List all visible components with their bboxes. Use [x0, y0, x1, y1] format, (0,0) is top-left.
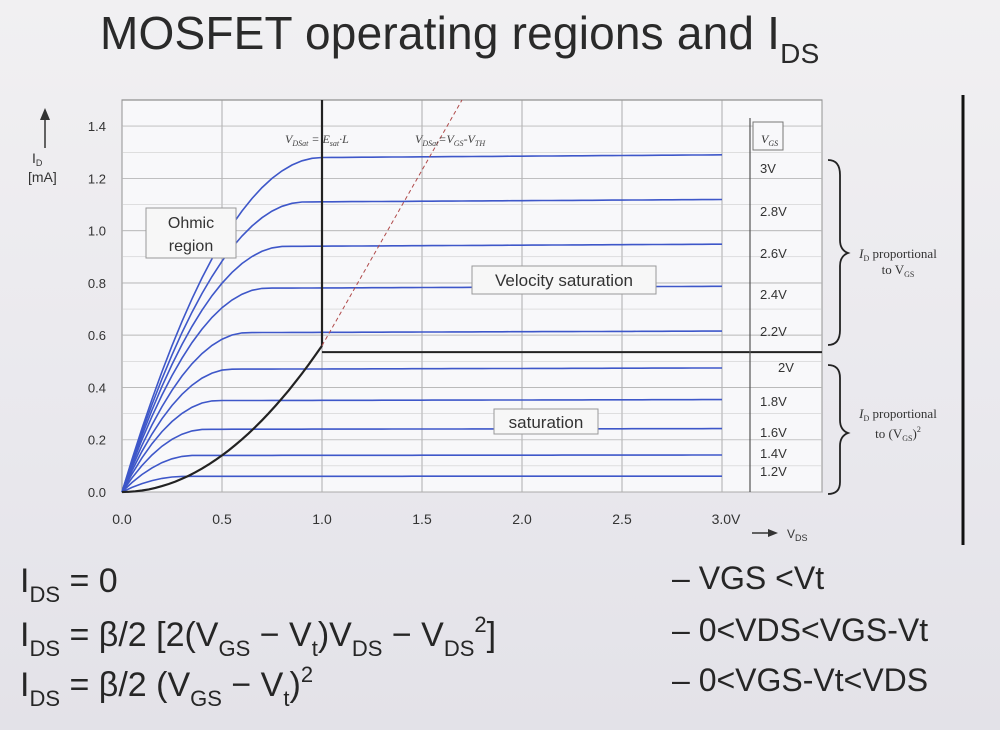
condition-saturation: – 0<VGS-Vt<VDS	[672, 662, 929, 698]
y-axis-arrowhead	[40, 108, 50, 120]
bracket-top-label-1: ID proportional	[858, 246, 937, 263]
legend-label-2.4V: 2.4V	[760, 287, 787, 302]
saturation-label: saturation	[509, 413, 584, 432]
pinchoff-dashed-line	[321, 99, 463, 346]
y-tick-label: 0.6	[88, 328, 106, 343]
y-tick-label: 1.4	[88, 119, 106, 134]
slide-title: MOSFET operating regions and IDS	[100, 7, 820, 69]
region-boundaries	[121, 95, 965, 545]
pinchoff-parabola	[121, 345, 323, 494]
y-tick-label: 0.2	[88, 433, 106, 448]
plot-grid	[121, 99, 823, 493]
ohmic-region-box	[145, 207, 237, 259]
plot-area	[121, 99, 823, 493]
velocity-saturation-label: Velocity saturation	[495, 271, 633, 290]
legend-label-1.4V: 1.4V	[760, 446, 787, 461]
condition-cutoff: – VGS <Vt	[672, 560, 825, 596]
x-tick-label: 0.5	[212, 511, 232, 527]
y-tick-label: 0.4	[88, 380, 106, 395]
legend-title-box	[752, 121, 784, 151]
y-axis-label: ID	[32, 150, 43, 168]
legend-label-1.8V: 1.8V	[760, 394, 787, 409]
iv-curve-1.6V	[121, 427, 722, 493]
x-axis-label: VDS	[787, 527, 808, 543]
y-tick-label: 0.0	[88, 485, 106, 500]
x-axis-arrowhead	[768, 529, 778, 537]
axis-ticks: 0.0 0.5 1.0 1.5 2.0 2.5 3.0V 0.0 0.2 0.4 0.6 0.8 1.0…	[40, 108, 778, 537]
equation-ohmic: IDS = β/2 [2(VGS − Vt)VDS − VDS2]	[20, 612, 497, 661]
condition-ohmic: – 0<VDS<VGS-Vt	[672, 612, 929, 648]
velocity-boundary-label: VDSat = Esat·L	[285, 132, 349, 148]
ohmic-region-label-2: region	[169, 238, 213, 255]
iv-curve-2.6V	[121, 243, 722, 493]
bracket-top	[827, 159, 851, 346]
bracket-top-label-2: to VGS	[882, 262, 915, 279]
iv-curve-1.2V	[121, 475, 722, 493]
chart-labels: ID [mA] VDS VGS VDSat = Esat·L VDSat=VGS…	[28, 132, 937, 543]
x-tick-label: 2.0	[512, 511, 532, 527]
equation-saturation: IDS = β/2 (VGS − Vt)2	[20, 662, 314, 711]
velocity-saturation-box	[471, 265, 657, 295]
pinchoff-boundary-label: VDSat=VGS-VTH	[415, 132, 486, 148]
legend-label-1.2V: 1.2V	[760, 464, 787, 479]
x-tick-label: 2.5	[612, 511, 632, 527]
y-tick-label: 0.8	[88, 276, 106, 291]
legend-label-2.6V: 2.6V	[760, 246, 787, 261]
legend-label-2.8V: 2.8V	[760, 204, 787, 219]
legend-title: VGS	[761, 132, 778, 148]
iv-curve-2.2V	[121, 330, 722, 493]
y-tick-label: 1.2	[88, 171, 106, 186]
legend-label-2V: 2V	[778, 360, 794, 375]
legend-label-3V: 3V	[760, 161, 776, 176]
bracket-bottom	[827, 364, 851, 495]
ohmic-region-label-1: Ohmic	[168, 215, 214, 232]
bracket-bottom-label-2: to (VGS)2	[875, 425, 921, 443]
bracket-bottom-label-1: ID proportional	[858, 406, 937, 423]
saturation-box	[493, 408, 599, 435]
y-tick-label: 1.0	[88, 224, 106, 239]
iv-curve-2.8V	[121, 198, 723, 493]
x-tick-label: 0.0	[112, 511, 132, 527]
legend-label-1.6V: 1.6V	[760, 425, 787, 440]
x-tick-label: 3.0V	[712, 511, 741, 527]
legend-label-2.2V: 2.2V	[760, 324, 787, 339]
iv-curve-2V	[121, 367, 722, 493]
x-tick-label: 1.5	[412, 511, 432, 527]
iv-curve-1.8V	[121, 398, 722, 493]
y-axis-unit: [mA]	[28, 169, 57, 185]
vgs-legend: 3V 2.8V 2.6V 2.4V 2.2V 2V 1.8V 1.6V 1.4V 1.2V	[760, 161, 794, 479]
x-tick-label: 1.0	[312, 511, 332, 527]
equation-cutoff: IDS = 0	[20, 562, 118, 607]
